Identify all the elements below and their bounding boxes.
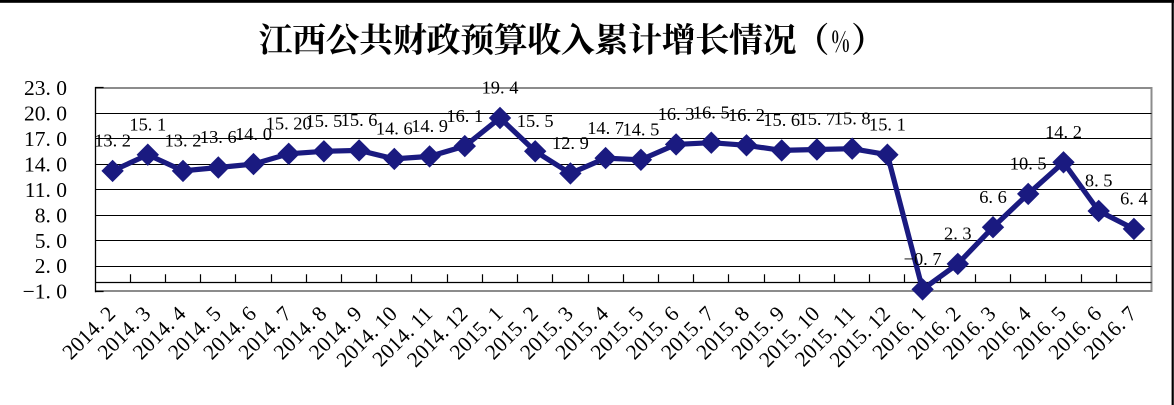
svg-text:6. 6: 6. 6 xyxy=(979,187,1007,207)
svg-text:16. 2: 16. 2 xyxy=(728,105,765,125)
svg-text:2. 3: 2. 3 xyxy=(944,224,972,244)
svg-text:15. 7: 15. 7 xyxy=(799,109,836,129)
svg-text:8. 5: 8. 5 xyxy=(1085,171,1113,191)
svg-text:14. 9: 14. 9 xyxy=(411,116,448,136)
svg-text:16. 1: 16. 1 xyxy=(446,106,483,126)
svg-text:15. 1: 15. 1 xyxy=(869,114,906,134)
svg-text:23. 0: 23. 0 xyxy=(24,76,67,100)
svg-text:13. 6: 13. 6 xyxy=(200,127,237,147)
svg-text:14. 0: 14. 0 xyxy=(24,152,67,176)
svg-text:12. 9: 12. 9 xyxy=(552,133,589,153)
svg-text:13. 2: 13. 2 xyxy=(165,131,202,151)
svg-text:15. 5: 15. 5 xyxy=(306,111,343,131)
svg-text:19. 4: 19. 4 xyxy=(482,78,519,98)
svg-text:10. 5: 10. 5 xyxy=(1010,154,1047,174)
svg-text:15. 20: 15. 20 xyxy=(266,114,312,134)
svg-text:6. 4: 6. 4 xyxy=(1120,189,1148,209)
svg-text:2. 0: 2. 0 xyxy=(35,254,67,278)
svg-text:15. 5: 15. 5 xyxy=(517,111,554,131)
svg-text:15. 1: 15. 1 xyxy=(129,114,166,134)
svg-text:17. 0: 17. 0 xyxy=(24,127,67,151)
svg-text:16. 3: 16. 3 xyxy=(658,104,695,124)
svg-text:15. 6: 15. 6 xyxy=(763,110,800,130)
svg-text:8. 0: 8. 0 xyxy=(35,203,67,227)
svg-text:13. 2: 13. 2 xyxy=(94,131,131,151)
svg-text:20. 0: 20. 0 xyxy=(24,101,67,125)
svg-text:15. 6: 15. 6 xyxy=(341,110,378,130)
svg-text:−1. 0: −1. 0 xyxy=(23,280,67,304)
svg-text:14. 7: 14. 7 xyxy=(587,118,624,138)
svg-text:14. 2: 14. 2 xyxy=(1045,122,1082,142)
svg-text:14. 6: 14. 6 xyxy=(376,119,413,139)
svg-text:14. 5: 14. 5 xyxy=(623,120,660,140)
svg-text:15. 8: 15. 8 xyxy=(834,108,871,128)
svg-text:−0. 7: −0. 7 xyxy=(904,249,942,269)
svg-text:16. 5: 16. 5 xyxy=(693,102,730,122)
svg-text:5. 0: 5. 0 xyxy=(35,229,67,253)
svg-text:11. 0: 11. 0 xyxy=(25,178,67,202)
svg-text:14. 0: 14. 0 xyxy=(235,124,272,144)
